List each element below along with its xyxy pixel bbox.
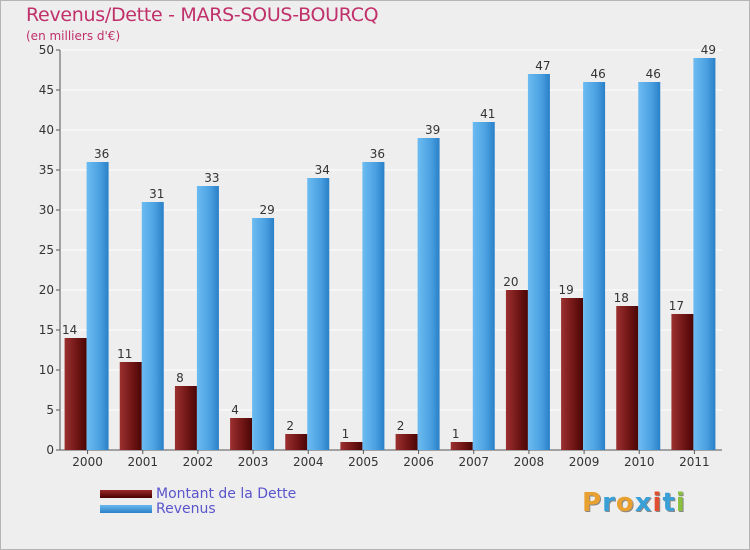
x-tick-label: 2005 bbox=[348, 455, 379, 469]
legend-swatch-dette bbox=[100, 489, 152, 498]
data-label-revenus: 46 bbox=[646, 67, 661, 81]
bar-revenus bbox=[141, 202, 164, 450]
bar-dette bbox=[230, 418, 253, 450]
data-label-revenus: 46 bbox=[590, 67, 605, 81]
y-tick-label: 35 bbox=[39, 163, 54, 177]
logo-letter: i bbox=[652, 488, 663, 518]
x-tick-label: 2011 bbox=[679, 455, 710, 469]
legend-item-dette: Montant de la Dette bbox=[100, 485, 297, 502]
x-tick-label: 2001 bbox=[127, 455, 158, 469]
data-label-revenus: 39 bbox=[425, 123, 440, 137]
y-tick-label: 15 bbox=[39, 323, 54, 337]
data-label-revenus: 36 bbox=[370, 147, 385, 161]
bar-revenus bbox=[638, 82, 661, 450]
bar-dette bbox=[671, 314, 694, 450]
x-tick-label: 2000 bbox=[72, 455, 103, 469]
bar-dette bbox=[450, 442, 473, 450]
chart-subtitle: (en milliers d'€) bbox=[26, 29, 121, 43]
chart-title: Revenus/Dette - MARS-SOUS-BOURCQ bbox=[26, 4, 379, 26]
bar-dette bbox=[561, 298, 584, 450]
legend: Montant de la Dette Revenus bbox=[100, 485, 297, 517]
bar-revenus bbox=[583, 82, 606, 450]
x-tick-label: 2006 bbox=[403, 455, 434, 469]
bar-revenus bbox=[417, 138, 440, 450]
bar-revenus bbox=[252, 218, 275, 450]
bar-revenus bbox=[307, 178, 330, 450]
legend-swatch-revenus bbox=[100, 504, 152, 513]
data-label-dette: 20 bbox=[503, 275, 518, 289]
data-label-dette: 2 bbox=[286, 419, 294, 433]
y-tick-label: 0 bbox=[46, 443, 54, 457]
data-label-dette: 1 bbox=[452, 427, 460, 441]
x-tick-label: 2010 bbox=[624, 455, 655, 469]
bar-revenus bbox=[362, 162, 385, 450]
data-label-dette: 8 bbox=[176, 371, 184, 385]
data-label-revenus: 31 bbox=[149, 187, 164, 201]
x-tick-label: 2007 bbox=[458, 455, 489, 469]
data-label-revenus: 47 bbox=[535, 59, 550, 73]
legend-label-revenus: Revenus bbox=[156, 500, 216, 517]
bar-revenus bbox=[693, 58, 716, 450]
y-tick-label: 40 bbox=[39, 123, 54, 137]
logo-letter: r bbox=[602, 488, 616, 518]
data-label-dette: 1 bbox=[342, 427, 350, 441]
legend-item-revenus: Revenus bbox=[100, 500, 296, 517]
data-label-dette: 11 bbox=[117, 347, 132, 361]
data-label-dette: 4 bbox=[231, 403, 239, 417]
logo-letter: o bbox=[615, 488, 635, 518]
y-tick-label: 45 bbox=[39, 83, 54, 97]
bar-dette bbox=[505, 290, 528, 450]
y-tick-label: 20 bbox=[39, 283, 54, 297]
data-label-dette: 19 bbox=[558, 283, 573, 297]
proxiti-logo: Proxiti bbox=[582, 488, 686, 518]
y-tick-label: 30 bbox=[39, 203, 54, 217]
bar-dette bbox=[616, 306, 639, 450]
y-tick-label: 10 bbox=[39, 363, 54, 377]
x-tick-label: 2003 bbox=[238, 455, 269, 469]
legend-label-dette: Montant de la Dette bbox=[156, 485, 297, 502]
data-label-revenus: 36 bbox=[94, 147, 109, 161]
bar-dette bbox=[340, 442, 363, 450]
logo-letter: P bbox=[582, 488, 603, 518]
y-tick-label: 5 bbox=[46, 403, 54, 417]
data-label-revenus: 49 bbox=[701, 43, 716, 57]
bar-dette bbox=[174, 386, 197, 450]
bar-dette bbox=[395, 434, 418, 450]
bar-revenus bbox=[472, 122, 495, 450]
data-label-dette: 18 bbox=[614, 291, 629, 305]
y-tick-label: 50 bbox=[39, 43, 54, 57]
bar-revenus bbox=[196, 186, 219, 450]
data-label-dette: 17 bbox=[669, 299, 684, 313]
x-tick-label: 2009 bbox=[569, 455, 600, 469]
logo-letter: i bbox=[675, 488, 686, 518]
x-tick-label: 2004 bbox=[293, 455, 324, 469]
data-label-revenus: 41 bbox=[480, 107, 495, 121]
bar-dette bbox=[64, 338, 87, 450]
x-tick-label: 2008 bbox=[514, 455, 545, 469]
bar-dette bbox=[285, 434, 308, 450]
data-label-revenus: 29 bbox=[259, 203, 274, 217]
bar-revenus bbox=[86, 162, 109, 450]
logo-letter: x bbox=[634, 488, 653, 518]
x-tick-label: 2002 bbox=[183, 455, 214, 469]
data-label-dette: 2 bbox=[397, 419, 405, 433]
y-tick-label: 25 bbox=[39, 243, 54, 257]
bar-dette bbox=[119, 362, 142, 450]
data-label-revenus: 33 bbox=[204, 171, 219, 185]
bar-revenus bbox=[527, 74, 550, 450]
logo-letter: t bbox=[662, 488, 676, 518]
data-label-dette: 14 bbox=[62, 323, 77, 337]
data-label-revenus: 34 bbox=[315, 163, 330, 177]
